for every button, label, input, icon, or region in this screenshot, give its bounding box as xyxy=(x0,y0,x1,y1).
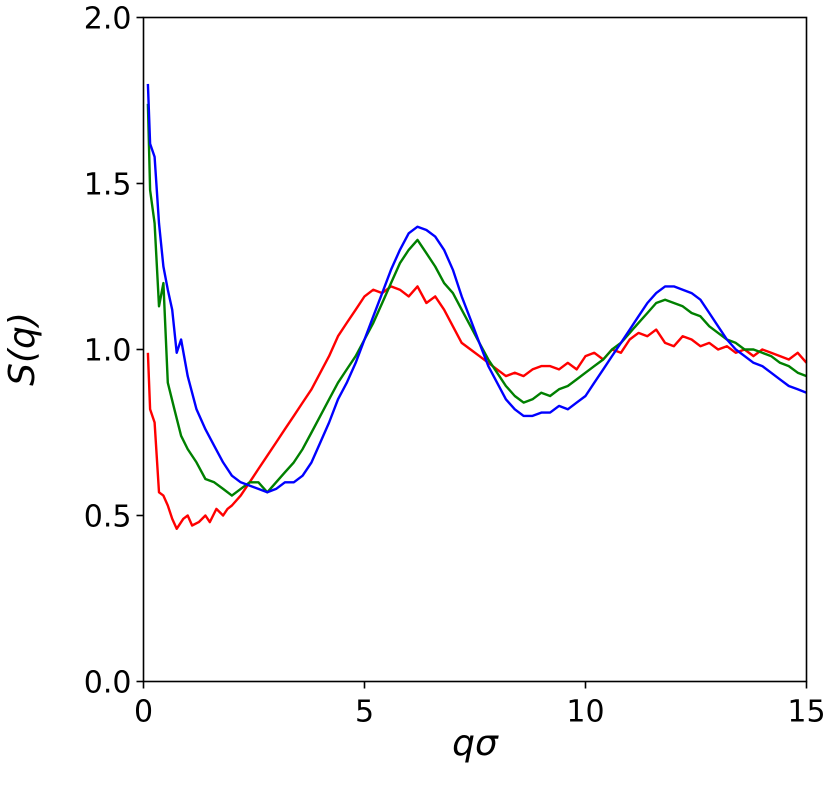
series-line-2 xyxy=(146,103,807,497)
ticks: 0 5 10 15 0.0 0.5 1.0 1.5 2.0 xyxy=(84,2,826,730)
plot-frame xyxy=(142,16,808,683)
y-tick-label: 1.5 xyxy=(84,168,132,203)
series-line-3 xyxy=(146,83,807,494)
y-tick-label: 0.0 xyxy=(84,666,132,701)
plot-lines xyxy=(146,83,808,530)
x-tick-label: 15 xyxy=(787,695,825,730)
y-axis-label: S(q) xyxy=(2,312,43,386)
y-tick-label: 2.0 xyxy=(84,2,132,37)
x-axis-label: qσ xyxy=(452,723,499,764)
x-tick-label: 0 xyxy=(134,695,153,730)
series-line-1 xyxy=(146,285,808,530)
x-tick-label: 5 xyxy=(355,695,374,730)
x-tick-label: 10 xyxy=(566,695,604,730)
y-tick-label: 0.5 xyxy=(84,500,132,535)
y-tick-label: 1.0 xyxy=(84,334,132,369)
